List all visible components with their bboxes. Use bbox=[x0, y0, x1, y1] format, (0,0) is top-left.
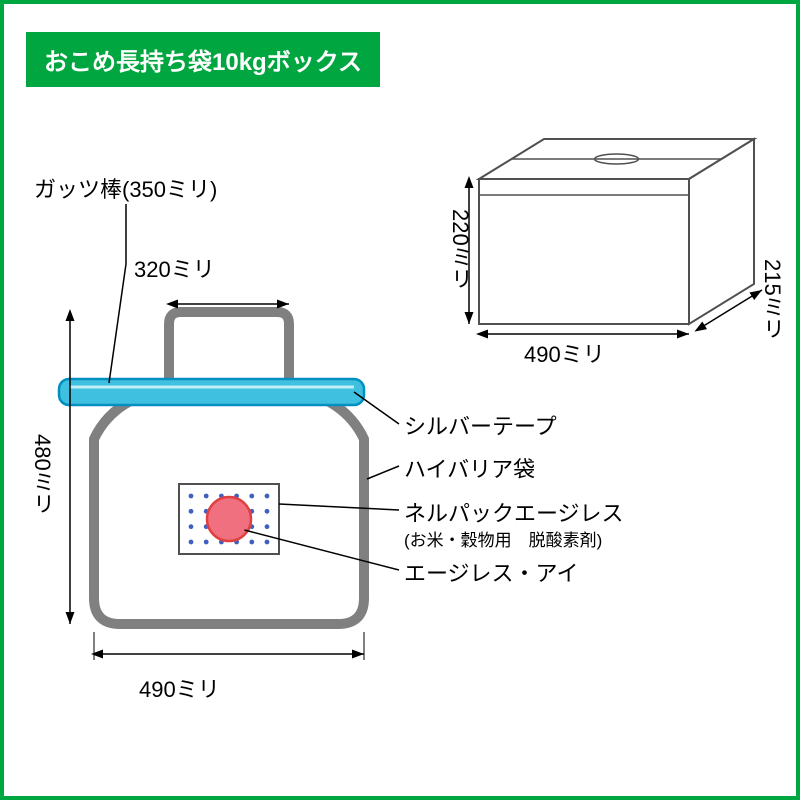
dim-box-depth: 215ミリ bbox=[756, 259, 788, 340]
dim-box-height: 220ミリ bbox=[444, 209, 476, 290]
high-barrier-label: ハイバリア袋 bbox=[404, 452, 535, 484]
dim-bag-width: 490ミリ bbox=[139, 672, 220, 704]
dim-bag-top: 320ミリ bbox=[134, 252, 215, 284]
ageless-eye-label: エージレス・アイ bbox=[404, 556, 578, 588]
nelpack-sub-label: (お米・穀物用 脱酸素剤) bbox=[404, 526, 602, 551]
dim-box-width: 490ミリ bbox=[524, 337, 605, 369]
diagram-canvas: おこめ長持ち袋10kgボックス ガッツ棒(350ミリ) 320ミリ 480ミリ … bbox=[0, 0, 800, 800]
box-drawing bbox=[4, 4, 800, 804]
guts-bar-label: ガッツ棒(350ミリ) bbox=[34, 172, 217, 204]
nelpack-label: ネルパックエージレス bbox=[404, 496, 624, 528]
silver-tape-label: シルバーテープ bbox=[404, 409, 557, 441]
dim-bag-height: 480ミリ bbox=[26, 434, 58, 515]
